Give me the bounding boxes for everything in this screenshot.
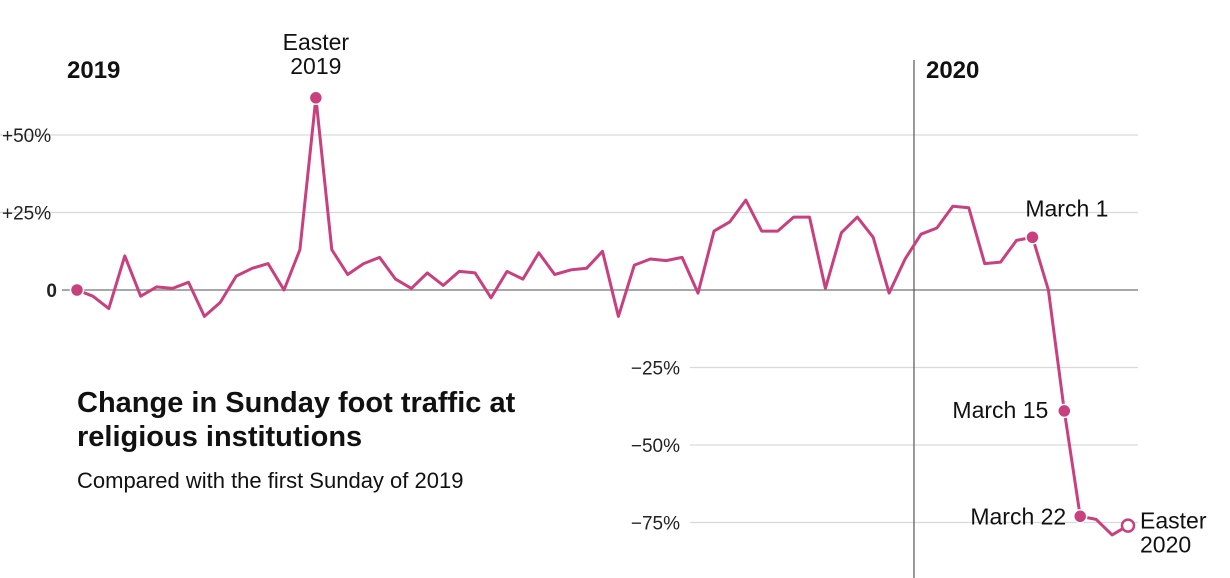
data-point-marker [69, 282, 85, 298]
annotation-labels: Easter 2019 March 1 March 15 March 22 Easter 2… [283, 29, 1207, 558]
y-axis-ticks: +50% +25% 0 −25% −50% −75% [2, 126, 680, 535]
data-point-marker [308, 90, 324, 106]
y-tick-label: −25% [631, 359, 680, 380]
y-tick-label: +25% [2, 204, 51, 225]
data-point-marker [1120, 518, 1136, 533]
y-tick-label: −50% [631, 436, 680, 457]
annotation-label: Easter 2019 [283, 29, 350, 79]
series-line [75, 96, 1130, 537]
data-point-marker [1025, 230, 1040, 245]
y-tick-label: 0 [46, 281, 57, 302]
year-label: 2020 [926, 57, 979, 84]
chart-title: Change in Sunday foot traffic at religio… [77, 387, 516, 453]
y-tick-label: +50% [2, 126, 51, 147]
annotation-markers [69, 90, 1136, 533]
series [75, 96, 1130, 537]
annotation-label: March 1 [1025, 195, 1108, 221]
year-labels: 2019 2020 [67, 57, 979, 84]
data-point-marker [1072, 509, 1088, 524]
annotation-label: March 15 [952, 397, 1048, 423]
data-point-marker [1057, 403, 1072, 419]
chart-subtitle: Compared with the first Sunday of 2019 [77, 468, 464, 493]
annotation-label: March 22 [970, 503, 1066, 529]
year-label: 2019 [67, 57, 120, 84]
gridlines [0, 134, 1138, 524]
y-tick-label: −75% [631, 514, 680, 535]
annotation-label: Easter 2020 [1140, 508, 1207, 558]
